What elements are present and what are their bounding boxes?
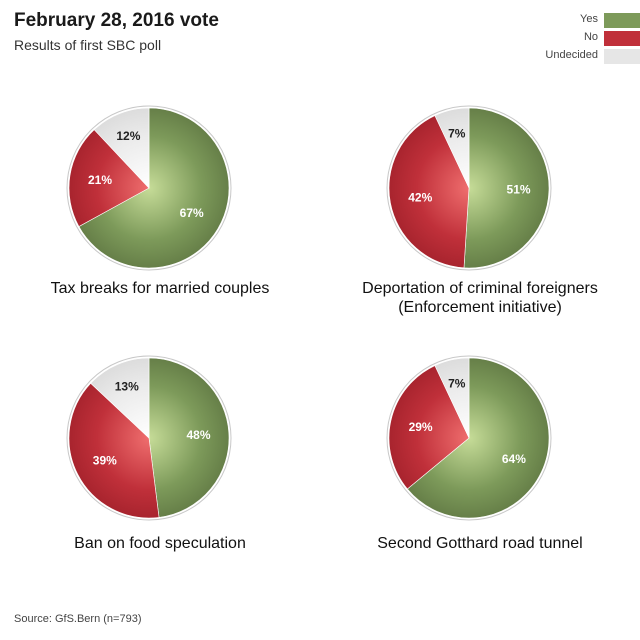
legend-swatch-no (604, 31, 640, 46)
pie-svg: 51% 42% 7% (386, 105, 552, 271)
pie-svg: 64% 29% 7% (386, 355, 552, 521)
legend-item-yes: Yes (440, 12, 640, 30)
pie-slice-yes (148, 357, 230, 518)
legend-swatch-yes (604, 13, 640, 28)
pie-slice-undecided (434, 357, 470, 439)
slice-label-no: 42% (408, 190, 432, 204)
legend-item-no: No (440, 30, 640, 48)
slice-label-undecided: 7% (448, 126, 466, 140)
pie-svg: 48% 39% 13% (66, 355, 232, 521)
pie-chart-deportation: 51% 42% 7% Deportation of criminal foreign… (320, 100, 640, 320)
chart-title: Second Gotthard road tunnel (377, 535, 583, 552)
legend: Yes No Undecided (440, 12, 640, 66)
pie-slice-no (388, 365, 470, 490)
pie-chart-tax-breaks: 67% 21% 12% Tax breaks for married couples (0, 100, 320, 320)
chart-title: Tax breaks for married couples (50, 280, 270, 297)
page-title: February 28, 2016 vote (14, 10, 219, 31)
slice-label-no: 39% (93, 454, 117, 468)
pie-slice-undecided (90, 357, 150, 439)
legend-label: No (583, 31, 598, 43)
chart-title: Deportation of criminal foreigners (Enfo… (362, 280, 598, 316)
slice-label-yes: 51% (507, 183, 531, 197)
legend-swatch-undecided (604, 49, 640, 64)
slice-label-yes: 48% (186, 428, 210, 442)
slice-label-undecided: 12% (116, 129, 140, 143)
slice-label-undecided: 13% (115, 380, 139, 394)
slice-label-undecided: 7% (448, 376, 466, 390)
pie-chart-gotthard: 64% 29% 7% Second Gotthard road tunnel (320, 350, 640, 570)
slice-label-yes: 64% (502, 452, 526, 466)
chart-title: Ban on food speculation (74, 535, 246, 552)
pie-slice-undecided (93, 107, 150, 189)
page-subtitle: Results of first SBC poll (14, 37, 162, 53)
pie-svg: 67% 21% 12% (66, 105, 232, 271)
slice-label-no: 21% (88, 173, 112, 187)
pie-chart-food-speculation: 48% 39% 13% Ban on food speculation (0, 350, 320, 570)
pie-slice-undecided (434, 107, 470, 189)
pie-slice-yes (406, 357, 550, 519)
pie-slice-yes (78, 107, 230, 269)
slice-label-yes: 67% (180, 206, 204, 220)
legend-label: Undecided (545, 49, 598, 61)
pie-slice-yes (463, 107, 550, 269)
source-note: Source: GfS.Bern (n=793) (14, 613, 142, 625)
pie-slice-no (68, 382, 160, 519)
legend-item-undecided: Undecided (440, 48, 640, 66)
pie-slice-no (68, 129, 150, 227)
pie-slice-no (388, 115, 470, 269)
slice-label-no: 29% (409, 420, 433, 434)
legend-label: Yes (580, 13, 598, 25)
